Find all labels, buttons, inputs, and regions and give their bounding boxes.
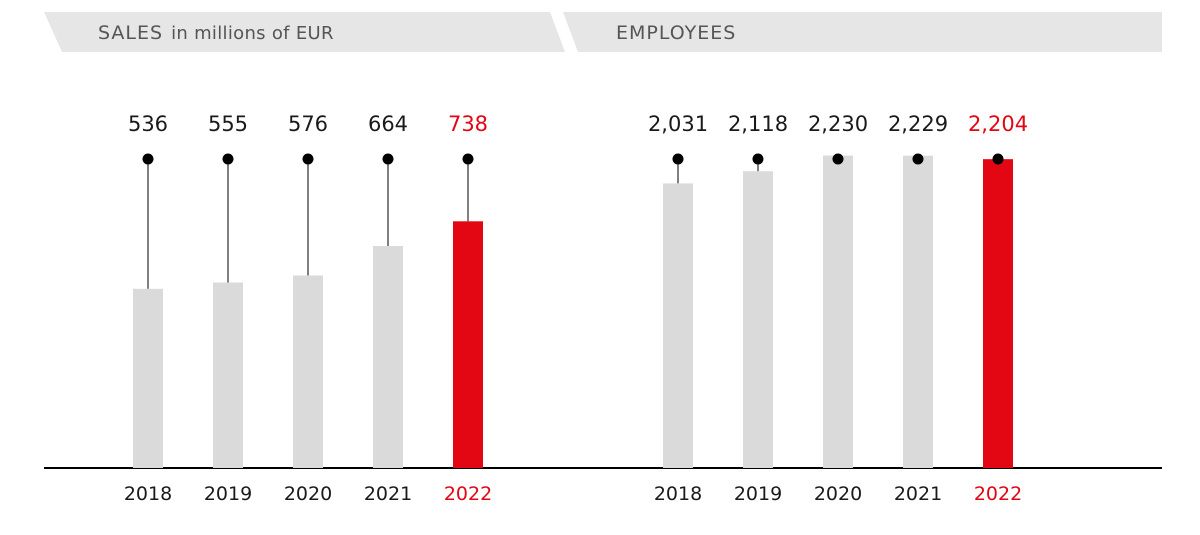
- employees-bar-2021: [903, 155, 933, 469]
- sales-bar-2021: [373, 246, 403, 468]
- employees-tick-label-2021: 2021: [894, 483, 942, 505]
- sales-value-label-2018: 536: [128, 112, 168, 136]
- sales-bar-2018: [133, 288, 163, 468]
- sales-tick-label-2021: 2021: [364, 483, 412, 505]
- sales-tick-label-2019: 2019: [204, 483, 252, 505]
- sales-dot-2020: [302, 153, 314, 165]
- sales-header-title: SALES in millions of EUR: [98, 22, 334, 44]
- sales-dot-2019: [222, 153, 234, 165]
- employees-value-label-2018: 2,031: [648, 112, 708, 136]
- sales-title: SALES: [98, 22, 163, 44]
- sales-header-banner: [44, 12, 565, 52]
- employees-header-title: EMPLOYEES: [616, 22, 736, 44]
- sales-dot-2021: [382, 153, 394, 165]
- sales-value-label-2019: 555: [208, 112, 248, 136]
- sales-value-label-2020: 576: [288, 112, 328, 136]
- sales-chart: 536 2018 555 2019 576 2020 664 2021 738 2022: [124, 112, 492, 505]
- employees-dot-2020: [832, 153, 844, 165]
- sales-dot-2018: [142, 153, 154, 165]
- employees-value-label-2022: 2,204: [968, 112, 1028, 136]
- employees-dot-2022: [992, 153, 1004, 165]
- employees-value-label-2019: 2,118: [728, 112, 788, 136]
- employees-value-label-2021: 2,229: [888, 112, 948, 136]
- sales-value-label-2021: 664: [368, 112, 408, 136]
- sales-value-label-2022: 738: [448, 112, 488, 136]
- employees-dot-2018: [672, 153, 684, 165]
- employees-header-banner: [563, 12, 1162, 52]
- sales-bar-2022: [453, 221, 483, 468]
- employees-dot-2019: [752, 153, 764, 165]
- sales-bar-2019: [213, 282, 243, 468]
- employees-bar-2020: [823, 155, 853, 468]
- employees-bar-2018: [663, 183, 693, 469]
- sales-tick-label-2018: 2018: [124, 483, 172, 505]
- sales-subtitle: in millions of EUR: [171, 23, 334, 44]
- employees-bar-2019: [743, 171, 773, 468]
- employees-tick-label-2020: 2020: [814, 483, 862, 505]
- sales-dot-2022: [462, 153, 474, 165]
- employees-tick-label-2022: 2022: [974, 483, 1022, 505]
- employees-value-label-2020: 2,230: [808, 112, 868, 136]
- employees-tick-label-2019: 2019: [734, 483, 782, 505]
- employees-tick-label-2018: 2018: [654, 483, 702, 505]
- sales-tick-label-2022: 2022: [444, 483, 492, 505]
- sales-tick-label-2020: 2020: [284, 483, 332, 505]
- employees-dot-2021: [912, 153, 924, 165]
- sales-bar-2020: [293, 275, 323, 468]
- employees-chart: 2,031 2018 2,118 2019 2,230 2020 2,229 2021 2,20…: [648, 112, 1028, 505]
- employees-bar-2022: [983, 159, 1013, 469]
